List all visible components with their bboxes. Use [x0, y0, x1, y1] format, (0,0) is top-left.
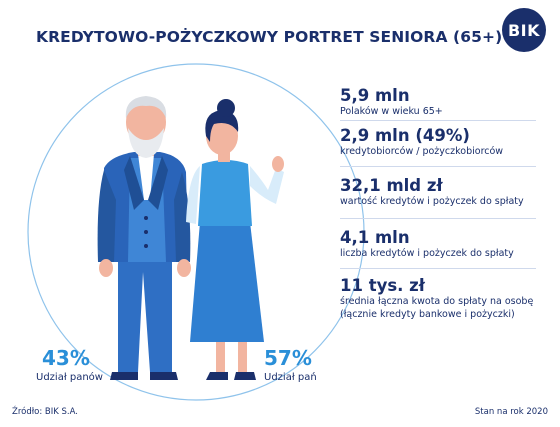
- stat-count-loans: 4,1 mln liczba kredytów i pożyczek do sp…: [340, 228, 540, 260]
- stat-value: 2,9 mln (49%): [340, 126, 470, 145]
- divider: [340, 120, 536, 121]
- stat-desc: średnia łączna kwota do spłaty na osobę: [340, 296, 534, 307]
- women-share-value: 57%: [264, 346, 312, 370]
- men-share-label: Udział panów: [36, 372, 103, 383]
- background-circle: [27, 63, 365, 401]
- divider: [340, 218, 536, 219]
- stat-desc: liczba kredytów i pożyczek do spłaty: [340, 248, 514, 259]
- divider: [340, 166, 536, 167]
- stat-seniors: 5,9 mln Polaków w wieku 65+: [340, 86, 540, 118]
- stat-desc: kredytobiorców / pożyczkobiorców: [340, 146, 504, 157]
- stat-value: 5,9 mln: [340, 86, 410, 105]
- source-note: Źródło: BIK S.A.: [12, 407, 78, 417]
- men-share-value: 43%: [42, 346, 90, 370]
- bik-logo: BIK: [502, 8, 546, 52]
- stat-desc: Polaków w wieku 65+: [340, 106, 443, 117]
- women-share-label: Udział pań: [264, 372, 317, 383]
- stat-average-amount: 11 tys. zł średnia łączna kwota do spłat…: [340, 276, 540, 321]
- date-note: Stan na rok 2020: [474, 407, 548, 417]
- stat-value: 4,1 mln: [340, 228, 410, 247]
- stat-desc: wartość kredytów i pożyczek do spłaty: [340, 196, 524, 207]
- man-figure: [97, 96, 191, 380]
- divider: [340, 268, 536, 269]
- stat-value-to-repay: 32,1 mld zł wartość kredytów i pożyczek …: [340, 176, 540, 208]
- stat-desc-note: (łącznie kredyty bankowe i pożyczki): [340, 309, 515, 320]
- stat-value: 11 tys. zł: [340, 276, 425, 295]
- page-title: KREDYTOWO-POŻYCZKOWY PORTRET SENIORA (65…: [36, 28, 503, 46]
- woman-figure: [186, 99, 284, 380]
- stat-borrowers: 2,9 mln (49%) kredytobiorców / pożyczkob…: [340, 126, 540, 158]
- stat-value: 32,1 mld zł: [340, 176, 443, 195]
